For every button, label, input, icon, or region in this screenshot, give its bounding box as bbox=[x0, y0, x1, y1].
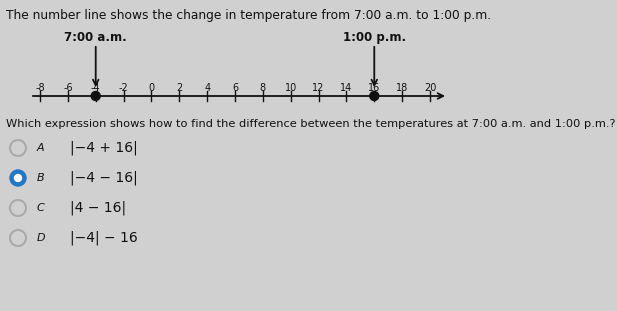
Text: A: A bbox=[37, 143, 44, 153]
Text: 16: 16 bbox=[368, 83, 381, 93]
Text: 12: 12 bbox=[312, 83, 325, 93]
Text: -2: -2 bbox=[118, 83, 128, 93]
Text: 20: 20 bbox=[424, 83, 436, 93]
Text: B: B bbox=[37, 173, 44, 183]
Text: -4: -4 bbox=[91, 83, 101, 93]
Text: 7:00 a.m.: 7:00 a.m. bbox=[64, 31, 127, 44]
Text: 18: 18 bbox=[396, 83, 408, 93]
Text: Which expression shows how to find the difference between the temperatures at 7:: Which expression shows how to find the d… bbox=[6, 119, 616, 129]
Text: C: C bbox=[37, 203, 45, 213]
Circle shape bbox=[15, 174, 22, 182]
Text: 8: 8 bbox=[260, 83, 266, 93]
Circle shape bbox=[10, 170, 26, 186]
Text: |−4 + 16|: |−4 + 16| bbox=[70, 141, 138, 155]
Text: |−4 − 16|: |−4 − 16| bbox=[70, 171, 138, 185]
Text: 10: 10 bbox=[284, 83, 297, 93]
Text: -6: -6 bbox=[63, 83, 73, 93]
Text: 1:00 p.m.: 1:00 p.m. bbox=[342, 31, 406, 44]
Text: |4 − 16|: |4 − 16| bbox=[70, 201, 126, 215]
Text: 6: 6 bbox=[232, 83, 238, 93]
Text: D: D bbox=[37, 233, 46, 243]
Text: 0: 0 bbox=[148, 83, 154, 93]
Text: 14: 14 bbox=[341, 83, 352, 93]
Text: -8: -8 bbox=[35, 83, 45, 93]
Circle shape bbox=[91, 91, 100, 100]
Text: |−4| − 16: |−4| − 16 bbox=[70, 231, 138, 245]
Text: 4: 4 bbox=[204, 83, 210, 93]
Circle shape bbox=[370, 91, 379, 100]
Text: 2: 2 bbox=[176, 83, 183, 93]
Text: The number line shows the change in temperature from 7:00 a.m. to 1:00 p.m.: The number line shows the change in temp… bbox=[6, 9, 491, 22]
